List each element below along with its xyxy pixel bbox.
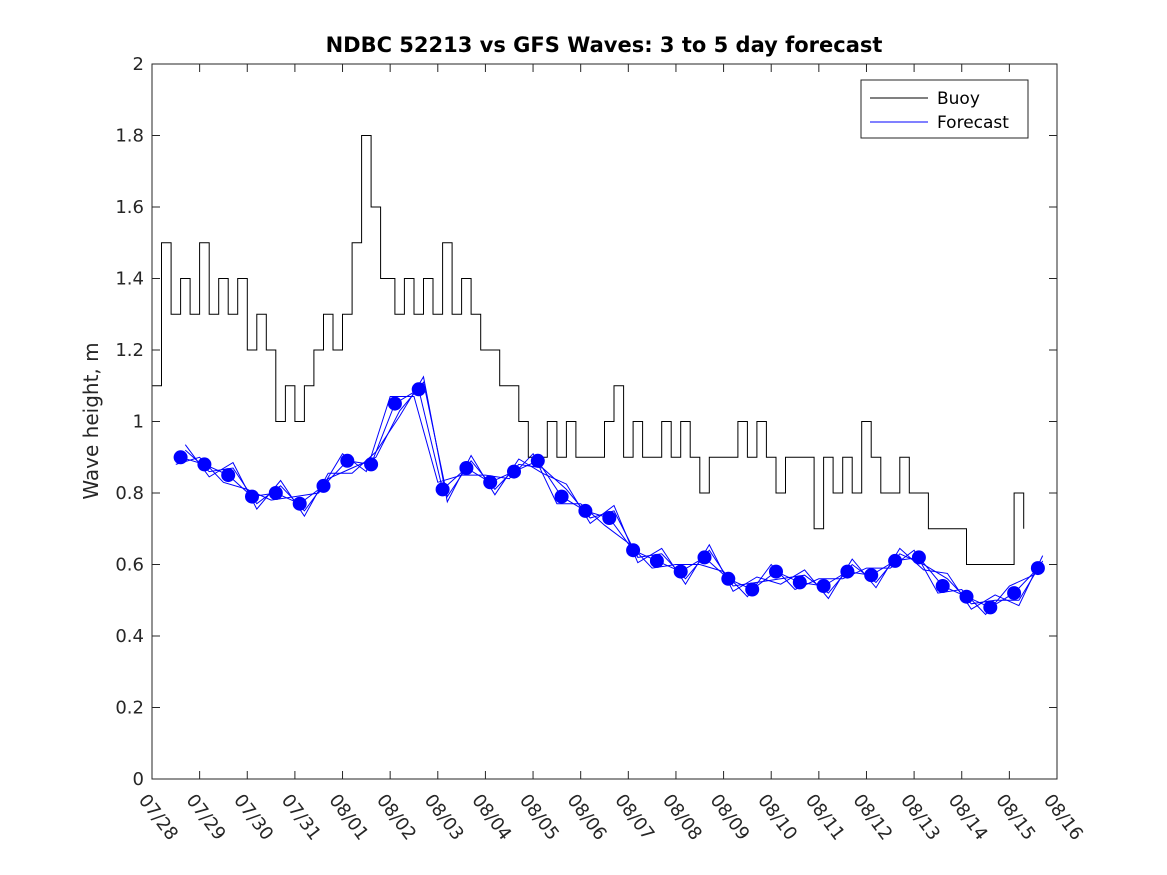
forecast-point <box>721 571 736 586</box>
forecast-point <box>221 468 236 483</box>
forecast-line <box>175 396 1034 616</box>
y-tick-label: 1.2 <box>115 340 144 361</box>
forecast-point <box>1030 561 1045 576</box>
forecast-point <box>649 553 664 568</box>
forecast-point <box>1007 586 1022 601</box>
forecast-point <box>602 511 617 525</box>
y-tick-label: 1.6 <box>115 197 144 218</box>
forecast-point <box>268 486 283 500</box>
forecast-point <box>387 396 402 411</box>
forecast-point <box>745 582 760 597</box>
y-tick-label: 0.6 <box>115 555 144 576</box>
forecast-point <box>245 489 259 504</box>
forecast-point <box>411 382 426 397</box>
forecast-point <box>364 457 379 472</box>
forecast-point <box>792 575 807 590</box>
forecast-point <box>959 589 974 604</box>
y-axis-label: Wave height, m <box>79 342 103 499</box>
forecast-line <box>184 381 1044 605</box>
forecast-point <box>507 464 521 479</box>
y-tick-label: 1.8 <box>115 126 144 147</box>
forecast-point <box>316 478 331 493</box>
chart-title: NDBC 52213 vs GFS Waves: 3 to 5 day fore… <box>326 33 883 57</box>
forecast-point <box>864 568 879 583</box>
y-tick-label: 0.4 <box>115 626 144 647</box>
forecast-point <box>626 543 641 558</box>
forecast-point <box>197 457 212 472</box>
forecast-point <box>578 503 593 518</box>
buoy-line <box>152 135 1025 565</box>
forecast-point <box>483 475 498 490</box>
forecast-point <box>840 564 855 579</box>
y-tick-label: 1 <box>133 412 144 433</box>
forecast-point <box>530 453 545 468</box>
buoy-layer <box>152 135 1025 565</box>
y-axis: 0 0.2 0.4 0.6 0.8 1 1.2 1.4 1.6 1.8 2 <box>115 54 1057 790</box>
y-tick-label: 0.2 <box>115 698 144 719</box>
forecast-point <box>292 496 307 511</box>
forecast-point <box>888 553 903 568</box>
legend-forecast-label: Forecast <box>937 113 1009 133</box>
forecast-point <box>340 453 355 468</box>
y-tick-label: 2 <box>133 54 144 75</box>
y-tick-label: 0.8 <box>115 483 144 504</box>
y-tick-label: 0 <box>133 769 144 790</box>
forecast-point <box>911 550 926 565</box>
forecast-point <box>816 579 831 593</box>
forecast-point <box>935 579 950 593</box>
legend-box <box>860 79 1029 139</box>
forecast-point <box>435 482 450 497</box>
forecast-point <box>554 489 569 504</box>
forecast-point <box>769 564 783 579</box>
legend-buoy-label: Buoy <box>937 89 980 109</box>
forecast-point <box>697 550 712 565</box>
forecast-point <box>673 564 688 579</box>
forecast-markers <box>173 382 1045 615</box>
forecast-point <box>983 600 998 615</box>
legend: Buoy Forecast <box>860 79 1029 139</box>
y-tick-label: 1.4 <box>115 269 144 290</box>
forecast-point <box>173 450 188 465</box>
forecast-line <box>184 375 1044 610</box>
forecast-point <box>459 461 474 475</box>
